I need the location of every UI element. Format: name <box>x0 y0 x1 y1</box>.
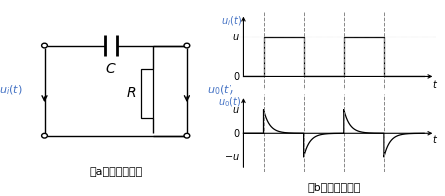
Text: $-u$: $-u$ <box>224 152 240 162</box>
Text: $R$: $R$ <box>125 86 136 100</box>
Text: $t$: $t$ <box>432 78 438 90</box>
Text: $u_i(t)$: $u_i(t)$ <box>0 84 22 97</box>
Text: $0$: $0$ <box>233 70 240 83</box>
Text: $u$: $u$ <box>232 32 240 42</box>
Text: $t$: $t$ <box>432 133 438 145</box>
Text: （b）输出波形图: （b）输出波形图 <box>307 182 360 192</box>
Text: $u_0(t)$: $u_0(t)$ <box>207 84 233 97</box>
Text: （a）基本原理图: （a）基本原理图 <box>89 167 142 177</box>
Text: $u$: $u$ <box>232 104 240 114</box>
Text: $u_i(t)$: $u_i(t)$ <box>221 15 242 28</box>
Bar <box>141 69 153 118</box>
Text: $0$: $0$ <box>233 127 240 139</box>
Text: $C$: $C$ <box>105 62 117 76</box>
Text: $u_0(t)$: $u_0(t)$ <box>218 96 242 109</box>
